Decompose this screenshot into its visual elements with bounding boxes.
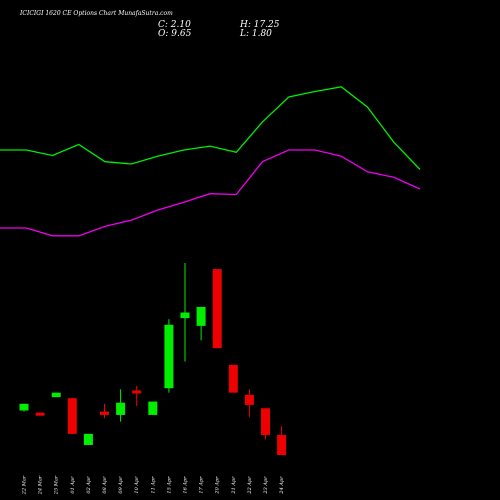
x-tick-label: 24 Apr bbox=[279, 476, 285, 495]
candle-12 bbox=[196, 306, 206, 341]
x-axis-ticks: 22 Mar 24 Mar 25 Mar 01 Apr 02 Apr 08 Apr 09 A… bbox=[22, 475, 286, 495]
moving-average-line-1 bbox=[0, 86, 421, 170]
moving-average-line-2 bbox=[0, 149, 421, 237]
candle-body bbox=[116, 402, 126, 415]
x-tick-label: 22 Apr bbox=[247, 476, 253, 495]
close-label: C: 2.10 bbox=[158, 20, 191, 30]
candle-body bbox=[277, 434, 287, 455]
candle-6 bbox=[100, 403, 109, 419]
x-tick-label: 16 Apr bbox=[183, 476, 189, 494]
candle-9 bbox=[148, 401, 158, 415]
candle-2 bbox=[35, 412, 45, 416]
candle-16 bbox=[261, 408, 270, 440]
candle-7 bbox=[116, 389, 126, 422]
candle-5 bbox=[83, 433, 93, 445]
low-label: L: 1.80 bbox=[239, 29, 272, 39]
candle-10 bbox=[164, 319, 174, 393]
chart-title: ICICIGI 1620 CE Options Chart MunafaSutr… bbox=[19, 10, 173, 17]
x-tick-label: 09 Apr bbox=[118, 476, 124, 494]
candle-15 bbox=[244, 389, 254, 418]
candle-3 bbox=[51, 392, 61, 398]
x-tick-label: 22 Mar bbox=[22, 475, 28, 495]
candlestick-layer bbox=[19, 263, 287, 455]
candle-4 bbox=[67, 398, 77, 434]
high-label: H: 17.25 bbox=[239, 20, 280, 30]
candle-body bbox=[100, 411, 109, 415]
x-tick-label: 01 Apr bbox=[70, 476, 76, 494]
candle-body bbox=[180, 312, 190, 319]
candle-body bbox=[261, 408, 270, 435]
candle-body bbox=[212, 269, 222, 349]
x-tick-label: 20 Apr bbox=[215, 476, 221, 495]
x-tick-label: 24 Mar bbox=[38, 475, 44, 495]
candle-body bbox=[132, 390, 142, 394]
candle-body bbox=[35, 412, 45, 416]
x-tick-label: 10 Apr bbox=[134, 476, 140, 494]
candle-body bbox=[51, 392, 61, 398]
candle-body bbox=[228, 364, 238, 393]
x-tick-label: 02 Apr bbox=[86, 476, 92, 494]
candle-body bbox=[196, 306, 206, 326]
moving-average-layer bbox=[0, 86, 421, 237]
candle-1 bbox=[19, 403, 29, 412]
x-tick-label: 08 Apr bbox=[102, 476, 108, 494]
candle-13 bbox=[212, 269, 222, 349]
candle-body bbox=[148, 401, 158, 415]
candle-11 bbox=[180, 263, 190, 362]
x-tick-label: 15 Apr bbox=[166, 476, 172, 494]
x-tick-label: 25 Mar bbox=[54, 475, 60, 495]
candle-body bbox=[83, 433, 93, 445]
x-tick-label: 23 Apr bbox=[263, 476, 269, 495]
candle-body bbox=[244, 394, 254, 405]
x-tick-label: 21 Apr bbox=[231, 476, 237, 495]
x-tick-label: 11 Apr bbox=[150, 476, 156, 494]
candle-17 bbox=[277, 426, 287, 455]
candle-body bbox=[67, 398, 77, 434]
candle-8 bbox=[132, 385, 142, 407]
candle-body bbox=[164, 324, 174, 389]
candle-14 bbox=[228, 364, 238, 393]
candle-body bbox=[19, 403, 29, 411]
open-label: O: 9.65 bbox=[158, 29, 192, 39]
x-tick-label: 17 Apr bbox=[199, 476, 205, 494]
